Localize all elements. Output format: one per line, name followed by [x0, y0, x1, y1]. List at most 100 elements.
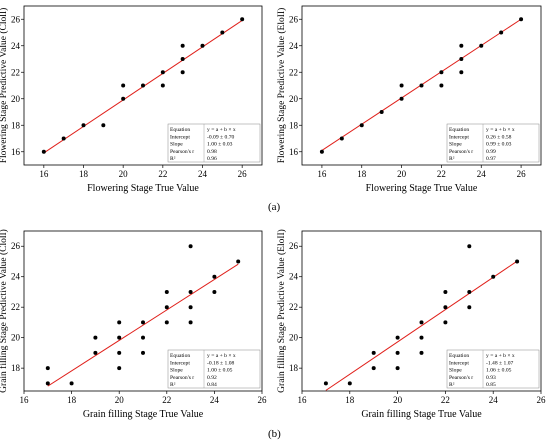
data-point: [117, 366, 122, 371]
data-point: [101, 123, 106, 128]
y-tick-label: 26: [11, 14, 21, 24]
data-point: [491, 274, 496, 279]
data-point: [180, 43, 185, 48]
data-point: [45, 366, 50, 371]
x-tick-label: 26: [517, 169, 527, 179]
stats-equation-value: y = a + b × x: [207, 127, 236, 133]
x-tick-label: 20: [119, 169, 129, 179]
data-point: [41, 149, 46, 154]
data-point: [141, 83, 145, 88]
stats-box: [167, 349, 261, 389]
data-point: [141, 320, 145, 325]
data-point: [93, 350, 98, 355]
stats-r2-label: R²: [449, 382, 455, 388]
stats-r2-value: 0.96: [207, 156, 217, 162]
y-tick-label: 22: [289, 67, 298, 77]
stats-slope-label: Slope: [170, 368, 183, 374]
data-point: [443, 320, 448, 325]
data-point: [212, 289, 217, 294]
stats-pearson-label: Pearson's r: [449, 149, 473, 155]
data-point: [180, 70, 185, 75]
data-point: [443, 289, 448, 294]
data-point: [359, 123, 364, 128]
x-tick-label: 16: [298, 395, 308, 405]
stats-equation-label: Equation: [449, 353, 469, 359]
x-tick-label: 18: [357, 169, 367, 179]
stats-box: [446, 123, 540, 163]
stats-equation-label: Equation: [449, 127, 469, 133]
data-point: [395, 366, 400, 371]
data-point: [479, 43, 484, 48]
data-point: [121, 96, 126, 101]
data-point: [81, 123, 86, 128]
stats-intercept-label: Intercept: [449, 134, 469, 140]
x-tick-label: 20: [115, 395, 125, 405]
y-tick-label: 24: [11, 272, 21, 282]
data-point: [459, 70, 464, 75]
data-point: [164, 305, 169, 310]
stats-slope-label: Slope: [449, 368, 462, 374]
data-point: [240, 17, 245, 22]
stats-equation-label: Equation: [170, 353, 190, 359]
data-point: [419, 83, 424, 88]
y-tick-label: 18: [289, 363, 299, 373]
stats-slope-value: 1.00 ± 0.05: [207, 368, 233, 374]
y-tick-label: 24: [11, 41, 21, 51]
data-point: [499, 30, 504, 35]
stats-equation-label: Equation: [170, 127, 190, 133]
y-tick-label: 24: [289, 41, 299, 51]
x-tick-label: 26: [238, 169, 248, 179]
x-tick-label: 22: [437, 169, 446, 179]
y-axis-label: Flowering Stage Predictive Value (EloII): [276, 8, 287, 163]
x-tick-label: 26: [537, 395, 547, 405]
y-tick-label: 26: [289, 241, 299, 251]
data-point: [395, 350, 400, 355]
data-point: [319, 149, 324, 154]
y-tick-label: 16: [11, 147, 21, 157]
data-point: [371, 350, 376, 355]
y-tick-label: 20: [11, 94, 21, 104]
data-point: [459, 43, 464, 48]
stats-slope-label: Slope: [449, 142, 462, 148]
x-axis-label: Flowering Stage True Value: [87, 183, 199, 194]
data-point: [519, 17, 524, 22]
x-tick-label: 18: [67, 395, 77, 405]
plot-frame: [301, 5, 542, 166]
x-tick-label: 24: [210, 395, 220, 405]
y-tick-label: 20: [11, 333, 21, 343]
x-tick-label: 22: [162, 395, 171, 405]
y-axis-label: Grain filling Stage Predictive Value (Cl…: [0, 229, 9, 393]
stats-intercept-label: Intercept: [449, 360, 469, 366]
stats-equation-value: y = a + b × x: [486, 353, 515, 359]
stats-intercept-value: -0.18 ± 1.08: [207, 360, 235, 366]
data-point: [188, 244, 193, 249]
stats-r2-value: 0.97: [486, 156, 496, 162]
stats-equation-value: y = a + b × x: [207, 353, 236, 359]
caption-a: (a): [268, 201, 281, 213]
data-point: [399, 83, 404, 88]
y-tick-label: 22: [289, 302, 298, 312]
data-point: [164, 320, 169, 325]
data-point: [467, 244, 472, 249]
data-point: [220, 30, 225, 35]
data-point: [236, 259, 241, 264]
data-point: [93, 335, 98, 340]
data-point: [439, 83, 444, 88]
x-tick-label: 24: [477, 169, 487, 179]
data-point: [188, 289, 193, 294]
stats-intercept-label: Intercept: [170, 134, 190, 140]
y-axis-label: Flowering Stage Predictive Value (ClolI): [0, 8, 9, 164]
x-axis-label: Grain filling Stage True Value: [361, 409, 482, 420]
stats-slope-label: Slope: [170, 142, 183, 148]
stats-intercept-value: 0.26 ± 0.58: [486, 134, 512, 140]
plot-frame: [23, 5, 263, 166]
y-tick-label: 18: [11, 363, 21, 373]
data-point: [371, 366, 376, 371]
stats-pearson-value: 0.98: [207, 149, 217, 155]
x-axis-label: Flowering Stage True Value: [366, 183, 478, 194]
data-point: [347, 381, 352, 386]
